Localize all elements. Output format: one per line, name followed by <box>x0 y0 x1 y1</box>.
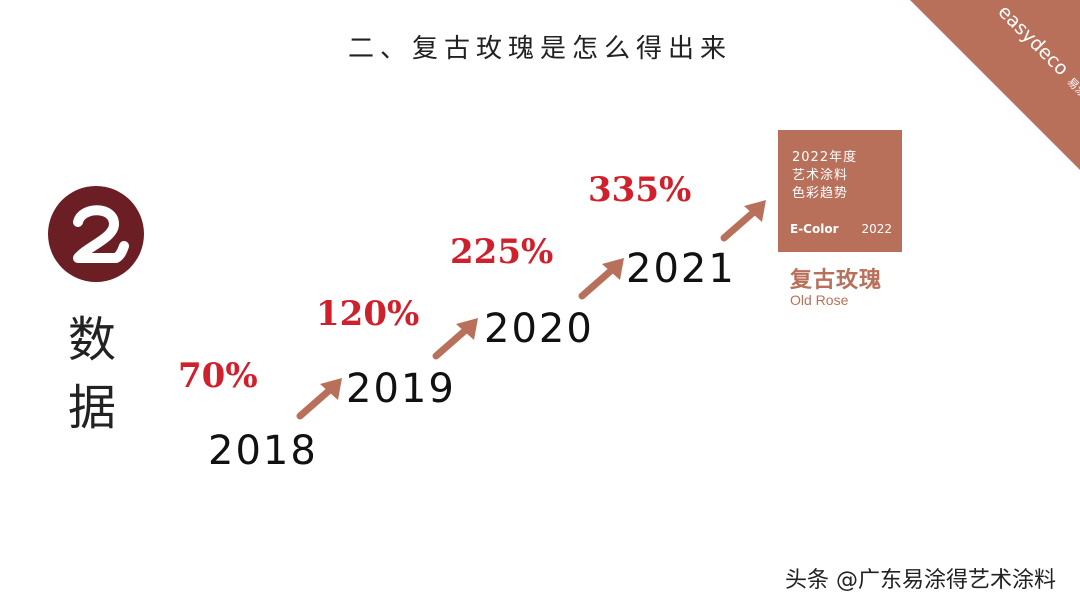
up-right-arrow-icon <box>720 200 766 242</box>
card-line-3: 色彩趋势 <box>792 186 849 201</box>
year-2021: 2021 <box>626 246 736 292</box>
color-trend-card: 2022年度 艺术涂料 色彩趋势 E-Color 2022 <box>778 130 902 252</box>
pct-2020: 225% <box>450 232 554 272</box>
number-two-icon <box>73 205 129 263</box>
pct-2021: 335% <box>588 170 692 210</box>
brand-corner <box>910 0 1080 170</box>
up-right-arrow-icon <box>296 378 342 420</box>
page-title: 二、复古玫瑰是怎么得出来 <box>347 34 732 64</box>
year-2019: 2019 <box>346 366 456 412</box>
card-footer: E-Color 2022 <box>790 222 892 236</box>
brand-name: easydeco <box>993 0 1073 81</box>
section-number-badge <box>48 186 144 282</box>
side-label-char-1: 数 <box>67 312 116 368</box>
card-footer-brand: E-Color <box>790 222 839 236</box>
color-name-en: Old Rose <box>790 292 849 308</box>
year-2018: 2018 <box>208 428 318 474</box>
color-name-cn: 复古玫瑰 <box>790 268 883 293</box>
pct-2018: 70% <box>178 356 258 396</box>
side-label-char-2: 据 <box>67 380 116 436</box>
year-2020: 2020 <box>484 306 594 352</box>
brand-cn: 易涂得 <box>1064 75 1080 108</box>
pct-2019: 120% <box>316 294 420 334</box>
card-line-1: 2022年度 <box>792 150 858 165</box>
card-line-2: 艺术涂料 <box>792 168 849 183</box>
source-credit: 头条 @广东易涂得艺术涂料 <box>785 568 1056 593</box>
up-right-arrow-icon <box>578 258 624 300</box>
card-footer-year: 2022 <box>861 222 892 236</box>
up-right-arrow-icon <box>432 318 478 360</box>
brand-logo: easydeco 易涂得 <box>910 0 1080 170</box>
